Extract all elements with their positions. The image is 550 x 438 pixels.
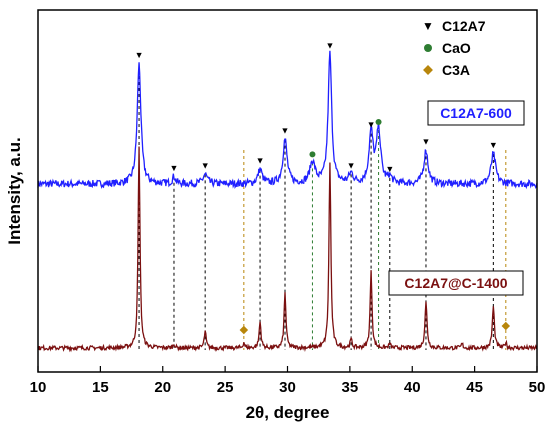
marker-c12a7: ▼ [201, 160, 210, 170]
x-axis-ticks: 10 15 20 25 30 35 40 45 50 [30, 366, 546, 396]
marker-cao [375, 119, 382, 125]
legend-label-c3a: C3A [442, 62, 470, 78]
marker-c12a7: ▼ [325, 40, 334, 50]
marker-c12a7: ▼ [135, 50, 144, 60]
legend-marker-cao [424, 44, 432, 52]
x-tick-label: 50 [529, 379, 546, 396]
x-axis-label: 2θ, degree [246, 403, 330, 422]
x-tick-label: 35 [342, 379, 359, 396]
reference-lines [138, 64, 507, 350]
series-label-c12a7-600: C12A7-600 [427, 100, 525, 126]
marker-c12a7: ▼ [367, 120, 376, 130]
marker-c12a7: ▼ [170, 163, 179, 173]
phase-markers: ▼ ▼ ▼ ▼ ▼ ▼ ▼ ▼ ▼ ▼ ▼ [135, 40, 511, 335]
x-tick-label: 15 [92, 379, 109, 396]
legend-marker-c3a [423, 65, 433, 75]
marker-c12a7: ▼ [256, 156, 265, 166]
x-tick-label: 20 [154, 379, 171, 396]
x-tick-label: 10 [30, 379, 47, 396]
plot-area [37, 50, 538, 353]
series-label-c12a7c-1400: C12A7@C-1400 [388, 270, 524, 296]
svg-text:C12A7-600: C12A7-600 [440, 105, 512, 121]
svg-text:C12A7@C-1400: C12A7@C-1400 [404, 275, 507, 291]
marker-c12a7: ▼ [347, 160, 356, 170]
marker-cao [309, 151, 316, 158]
legend-label-cao: CaO [442, 40, 471, 56]
legend-label-c12a7: C12A7 [442, 18, 486, 34]
series-line-1 [37, 146, 538, 353]
x-tick-label: 30 [279, 379, 296, 396]
marker-c3a [239, 325, 249, 335]
marker-c12a7: ▼ [489, 140, 498, 150]
legend-marker-c12a7: ▼ [422, 19, 434, 33]
marker-c12a7: ▼ [281, 126, 290, 136]
x-tick-label: 25 [217, 379, 234, 396]
marker-c12a7: ▼ [422, 136, 431, 146]
legend: ▼ C12A7 CaO C3A [422, 18, 486, 78]
marker-c12a7: ▼ [385, 164, 394, 174]
x-tick-label: 45 [466, 379, 483, 396]
series-line-0 [37, 50, 538, 190]
marker-c3a [501, 321, 511, 331]
y-axis-label: Intensity, a.u. [5, 137, 24, 244]
x-tick-label: 40 [404, 379, 421, 396]
